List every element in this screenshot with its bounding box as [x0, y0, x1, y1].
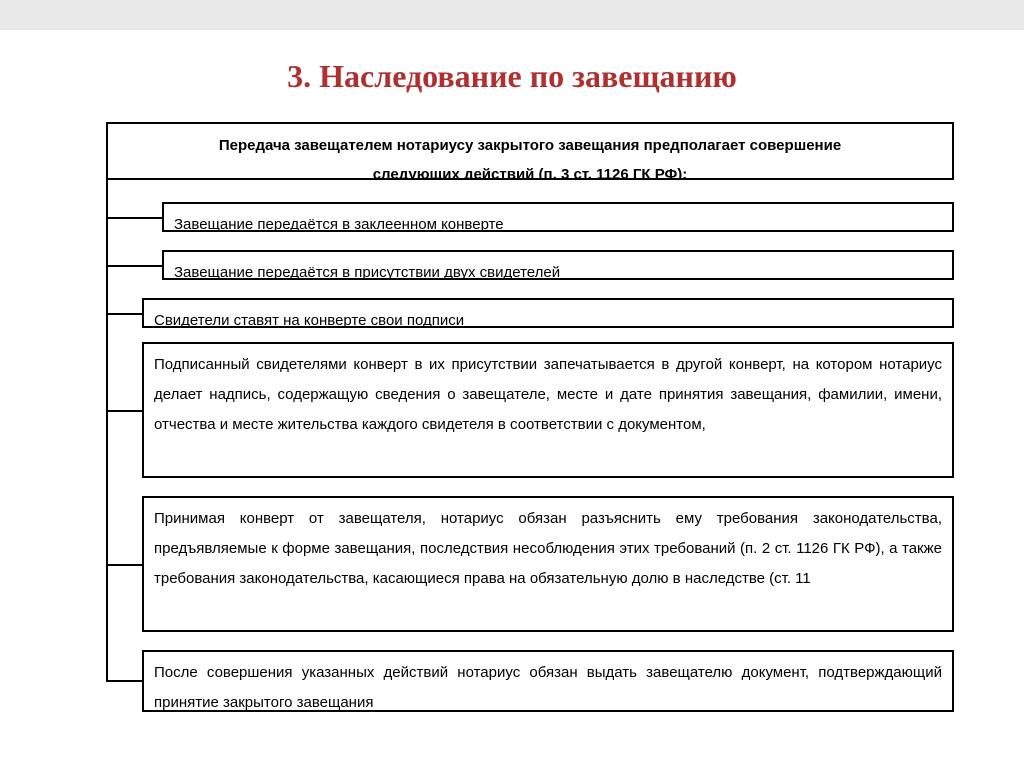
- branch-line: [106, 217, 162, 219]
- item-box: Подписанный свидетелями конверт в их при…: [142, 342, 954, 478]
- branch-line: [106, 313, 142, 315]
- item-box: Завещание передаётся в заклеенном конвер…: [162, 202, 954, 232]
- header-box: Передача завещателем нотариусу закрытого…: [106, 122, 954, 180]
- branch-line: [106, 265, 162, 267]
- branch-line: [106, 680, 142, 682]
- branch-line: [106, 564, 142, 566]
- header-line1: Передача завещателем нотариусу закрытого…: [120, 132, 940, 161]
- item-box: Принимая конверт от завещателя, нотариус…: [142, 496, 954, 632]
- item-box: Завещание передаётся в присутствии двух …: [162, 250, 954, 280]
- trunk-line: [106, 180, 108, 680]
- header-line2: следующих действий (п. 3 ст. 1126 ГК РФ)…: [120, 161, 940, 181]
- top-bar: [0, 0, 1024, 30]
- item-box: После совершения указанных действий нота…: [142, 650, 954, 712]
- item-box: Свидетели ставят на конверте свои подпис…: [142, 298, 954, 328]
- branch-line: [106, 410, 142, 412]
- title-text: 3. Наследование по завещанию: [287, 58, 737, 94]
- page-title: 3. Наследование по завещанию: [0, 58, 1024, 95]
